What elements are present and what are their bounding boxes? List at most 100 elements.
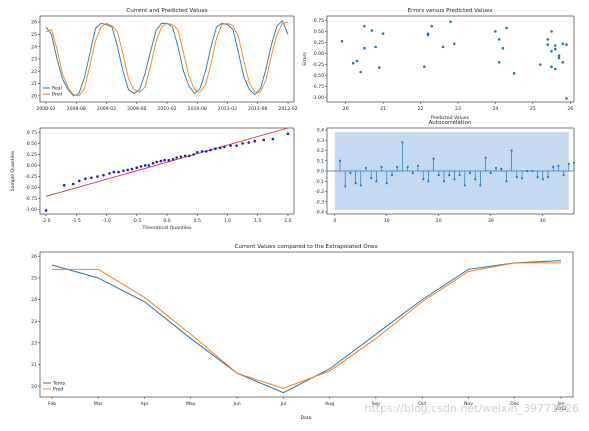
- plot4-stem-marker: [354, 182, 357, 185]
- plot5-xtick-label: Jul: [280, 401, 287, 407]
- plot4-stem-marker: [427, 180, 430, 183]
- plot2-point: [449, 20, 452, 24]
- plot4-xtick-label: 0: [333, 218, 336, 224]
- plot4-stem-marker: [458, 173, 461, 177]
- plot1-xtick-label: 2008-02: [36, 106, 55, 112]
- plot2-ytick-label: -1.00: [312, 95, 324, 101]
- plot4-xtick-label: 30: [488, 218, 494, 224]
- plot2-point: [441, 45, 445, 49]
- plot4-stem-marker: [380, 165, 383, 169]
- plot3-point: [167, 158, 171, 162]
- plot2-point: [355, 59, 359, 63]
- plot3-ylabel: Sample Quantiles: [10, 150, 16, 191]
- plot5-xtick-label: Feb: [48, 401, 56, 407]
- plot1-ytick-label: 25: [31, 32, 37, 38]
- plot2-ylabel: Errors: [302, 52, 308, 66]
- plot4-ytick-label: -0.3: [315, 199, 324, 205]
- plot2-ytick-label: -0.50: [312, 73, 324, 79]
- plot5-xtick-label: 2012: [555, 406, 567, 412]
- plot3-point: [171, 158, 175, 161]
- plot4-stem-marker: [364, 166, 368, 170]
- plot4-stem-marker: [510, 149, 513, 152]
- plot4-stem-marker: [359, 184, 362, 187]
- plot2-point: [561, 42, 565, 46]
- plot1-xtick-label: 2011-02: [218, 106, 237, 112]
- plot4-title: Autocorrelation: [428, 120, 471, 126]
- plot1-series-line: [45, 20, 289, 97]
- plot3-xlabel: Theoretical Quantiles: [142, 225, 193, 231]
- plot5-xtick-label: May: [186, 401, 196, 407]
- plot3-point: [122, 169, 125, 173]
- plot2-point: [505, 26, 508, 30]
- plot5-ytick-label: 23: [31, 319, 37, 325]
- plot3-point: [117, 170, 120, 174]
- plot4-xtick-label: 20: [436, 218, 442, 224]
- plot1-xtick-label: 2010-08: [188, 106, 207, 112]
- plot3-xtick-label: 0.5: [194, 218, 201, 224]
- plot5-xtick-label: Aug: [325, 401, 334, 407]
- plot5-xtick-label: Apr: [141, 401, 149, 407]
- plot2-xtick-label: 22: [418, 106, 424, 112]
- plot3-point: [112, 170, 116, 174]
- plot4-stem-marker: [468, 171, 472, 175]
- plot5-ytick-label: 22: [31, 340, 37, 346]
- plot1-title: Current and Predicted Values: [126, 8, 207, 14]
- plot2-point: [565, 97, 568, 100]
- plot3-point: [200, 150, 204, 153]
- plot4-stem-marker: [463, 184, 466, 187]
- plot4-stem-marker: [401, 141, 404, 144]
- plot3-point: [195, 150, 199, 154]
- plot4-stem-marker: [520, 177, 524, 180]
- plot5-frame: [39, 251, 574, 398]
- plot4-stem-marker: [396, 165, 399, 169]
- plot2-point: [363, 46, 366, 50]
- plot5-ytick-label: 25: [31, 276, 37, 282]
- plot1-ytick-label: 23: [31, 57, 37, 63]
- plot4-stem-marker: [572, 161, 576, 164]
- plot2-point: [550, 65, 553, 69]
- plot5-xtick-label: Sep: [372, 401, 381, 407]
- plot3-point: [108, 172, 111, 175]
- plot2-point: [501, 46, 505, 50]
- plot4-stem-marker: [390, 173, 394, 177]
- plot2-xtick-label: 26: [567, 106, 573, 112]
- plot4-xtick-label: 40: [540, 218, 546, 224]
- plot4-stem-marker: [562, 173, 565, 177]
- plot2-point: [546, 43, 550, 46]
- plot3-point: [135, 166, 139, 169]
- plot3-point: [183, 154, 187, 158]
- plot4-stem-marker: [541, 178, 544, 181]
- plot3-point: [96, 175, 99, 178]
- plot2-point: [497, 38, 501, 41]
- plot4-stem-marker: [375, 180, 378, 183]
- plot3-point: [241, 142, 244, 145]
- plot4-stem-marker: [505, 180, 508, 183]
- plot2-point: [512, 72, 516, 75]
- plot3-xtick-label: -1.0: [102, 218, 111, 224]
- plot3-point: [90, 176, 93, 180]
- plot2-ytick-label: -0.25: [312, 62, 324, 68]
- plot3-ytick-label: -0.75: [25, 196, 37, 202]
- plot3-xtick-label: 1.0: [224, 218, 231, 224]
- plot2-point: [452, 42, 456, 46]
- plot4-stem-marker: [437, 173, 440, 177]
- plot3-xtick-label: 0.0: [163, 218, 170, 224]
- plot1-xtick-label: 2012-02: [278, 106, 297, 112]
- plot2-point: [340, 39, 344, 43]
- plot4-stem-marker: [546, 176, 550, 179]
- plot3-point: [155, 160, 159, 164]
- plot2-xtick-label: 25: [530, 106, 536, 112]
- plot1-frame: [39, 15, 295, 103]
- plot2-xtick-label: 21: [380, 106, 386, 112]
- plot3-xtick-label: 2.0: [284, 218, 291, 224]
- plot4-ytick-label: -0.1: [315, 179, 324, 185]
- plot4-stem-marker: [500, 167, 503, 171]
- plot3-point: [271, 137, 275, 141]
- plot3-point: [223, 145, 226, 149]
- plot2-point: [553, 44, 557, 47]
- plot3-xtick-label: -1.5: [72, 218, 81, 224]
- plot2-point: [550, 30, 553, 33]
- plot3-reference-line: [45, 127, 289, 197]
- plot4-stem-marker: [416, 164, 420, 167]
- plot3-point: [163, 158, 166, 162]
